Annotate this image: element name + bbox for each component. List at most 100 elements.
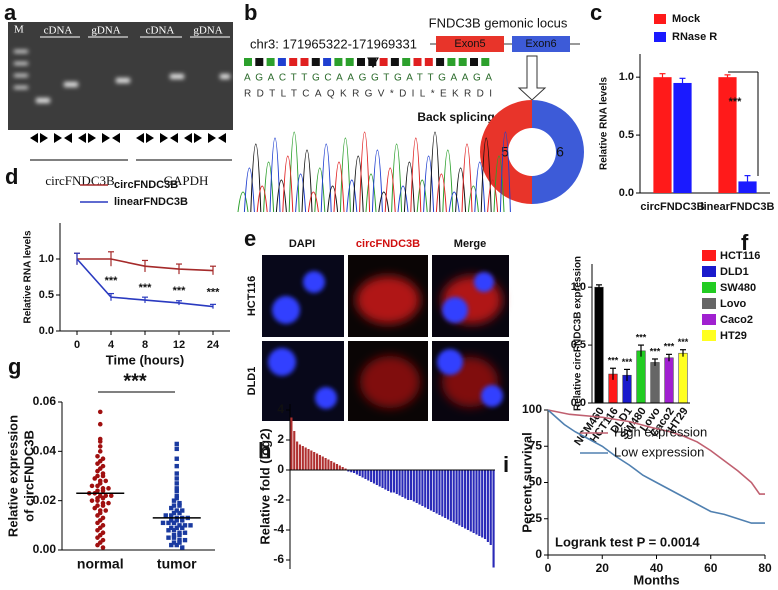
bar xyxy=(664,357,674,404)
bar xyxy=(435,470,438,514)
base-block xyxy=(277,58,286,66)
bar xyxy=(361,470,364,478)
point xyxy=(97,449,103,454)
bar xyxy=(352,470,356,473)
bar xyxy=(364,470,367,479)
base-block xyxy=(436,58,445,66)
bar xyxy=(472,470,475,533)
y-axis-label: Relative fold (log2) xyxy=(257,428,272,544)
point xyxy=(160,520,166,526)
bar xyxy=(449,470,452,521)
legend-label: circFNDC3B xyxy=(114,179,178,191)
arrow xyxy=(170,133,178,143)
band xyxy=(116,78,130,83)
y-tick-label: 0.5 xyxy=(571,339,586,351)
bar xyxy=(475,470,478,535)
y-tick-label: 25 xyxy=(529,511,543,525)
point xyxy=(180,508,185,513)
point xyxy=(95,527,100,533)
bar xyxy=(673,82,692,193)
base-block xyxy=(311,58,320,66)
legend-label: Caco2 xyxy=(720,314,753,326)
point xyxy=(95,520,100,526)
bar xyxy=(455,470,458,524)
point xyxy=(169,518,174,523)
bar xyxy=(407,470,410,500)
nucleus xyxy=(272,296,300,324)
bar xyxy=(293,431,296,470)
bar xyxy=(594,286,604,404)
bar xyxy=(338,465,341,470)
y-tick-label: 0.0 xyxy=(39,325,54,337)
bar xyxy=(333,462,336,470)
significance: *** xyxy=(622,357,633,367)
bar xyxy=(486,470,489,542)
x-tick-label: tumor xyxy=(157,556,197,572)
nucleus xyxy=(474,272,494,292)
point xyxy=(171,540,177,545)
legend-label: linearFNDC3B xyxy=(114,196,188,208)
series-line xyxy=(547,409,765,495)
point xyxy=(180,525,185,530)
nucleus xyxy=(442,297,468,323)
y-axis-label: of circFNDC3B xyxy=(21,430,36,522)
base-block xyxy=(424,58,433,66)
base-block xyxy=(481,58,490,66)
gel-label: M xyxy=(14,24,24,36)
significance: *** xyxy=(608,356,619,366)
point xyxy=(171,503,177,508)
x-tick-label: 80 xyxy=(758,561,772,575)
point xyxy=(100,495,106,501)
band xyxy=(14,74,28,77)
y-tick-label: 75 xyxy=(529,438,543,452)
bar xyxy=(390,470,393,493)
point xyxy=(188,523,193,528)
point xyxy=(92,505,98,511)
arrow xyxy=(112,133,120,143)
base-block xyxy=(244,58,252,66)
point xyxy=(95,542,100,548)
locus-title: FNDC3B gemonic locus xyxy=(429,15,568,30)
legend-label: Low expression xyxy=(614,444,704,459)
chromatogram-trace xyxy=(256,131,499,213)
bar xyxy=(452,470,455,523)
arrow xyxy=(40,133,48,143)
bar xyxy=(367,470,370,481)
bar xyxy=(464,470,467,529)
nucleus xyxy=(303,271,325,293)
point xyxy=(177,533,182,538)
legend-swatch xyxy=(702,266,716,277)
point xyxy=(169,513,174,518)
chromatogram-trace xyxy=(250,131,492,213)
bar xyxy=(350,470,353,473)
panel-letter: c xyxy=(590,0,602,25)
bar xyxy=(321,456,324,470)
arrow xyxy=(30,133,38,143)
exon-label: Exon5 xyxy=(454,38,485,50)
y-tick-label: 0 xyxy=(277,462,284,476)
band xyxy=(220,74,230,79)
y-tick-label: 0.06 xyxy=(33,394,57,408)
point xyxy=(174,486,179,491)
panel-letter: d xyxy=(5,164,18,189)
legend-label: HT29 xyxy=(720,330,747,342)
point xyxy=(169,542,174,548)
annotation: *** xyxy=(123,370,147,392)
point xyxy=(177,540,182,545)
bar xyxy=(298,444,302,470)
legend-label: Mock xyxy=(672,13,701,25)
bar xyxy=(424,470,427,508)
bar xyxy=(401,470,404,497)
primer-arrows xyxy=(30,133,226,143)
panel-letter: i xyxy=(503,452,509,477)
panel-letter: f xyxy=(741,230,749,255)
x-tick-label: 40 xyxy=(650,561,664,575)
bar xyxy=(370,470,373,482)
y-axis-label: Relative expression xyxy=(5,415,20,537)
base-block xyxy=(345,58,354,66)
bar xyxy=(427,470,430,509)
point xyxy=(177,523,182,528)
exon xyxy=(512,36,570,52)
chromatogram-trace xyxy=(237,131,505,213)
bar xyxy=(412,470,415,502)
